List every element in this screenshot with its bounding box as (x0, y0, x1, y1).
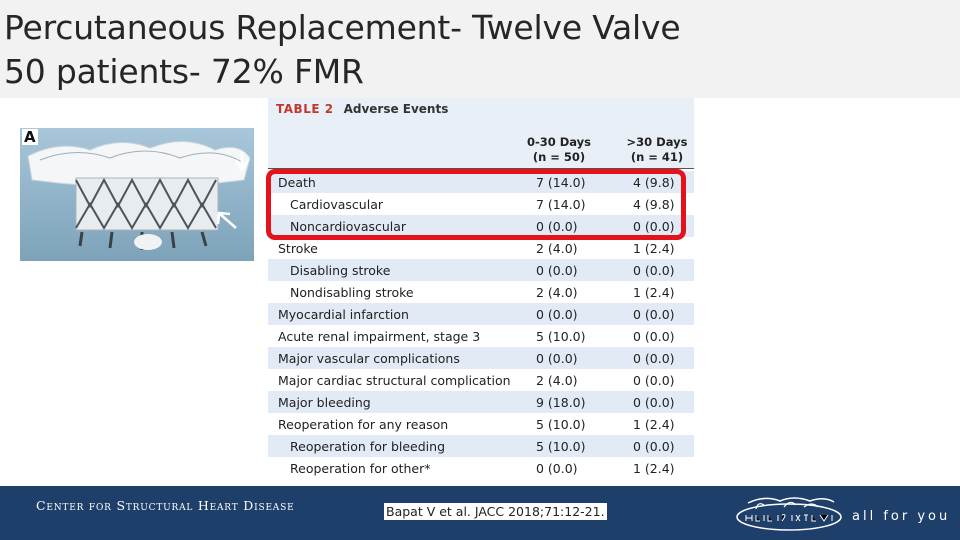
footer-bar: Center for Structural Heart Disease Bapa… (0, 486, 960, 540)
value-0-30-days: 9 (18.0) (536, 395, 586, 410)
valve-illustration (27, 140, 251, 250)
value-0-30-days: 2 (4.0) (536, 373, 578, 388)
value-0-30-days: 0 (0.0) (536, 461, 578, 476)
column-header-text: >30 Days (626, 135, 688, 149)
table-row: Reoperation for other* 0 (0.0) 1 (2.4) (268, 457, 694, 479)
column-header-n: (n = 50) (532, 150, 586, 164)
header-rule (268, 168, 694, 169)
value-over-30-days: 0 (0.0) (633, 307, 675, 322)
row-label: Acute renal impairment, stage 3 (278, 329, 481, 344)
table-row: Acute renal impairment, stage 3 5 (10.0) 0… (268, 325, 694, 347)
value-0-30-days: 0 (0.0) (536, 219, 578, 234)
column-header-n: (n = 41) (630, 150, 684, 164)
value-over-30-days: 1 (2.4) (633, 461, 675, 476)
table-row: Major vascular complications 0 (0.0) 0 (0.… (268, 347, 694, 369)
table-row: Stroke 2 (4.0) 1 (2.4) (268, 237, 694, 259)
value-0-30-days: 5 (10.0) (536, 417, 586, 432)
value-0-30-days: 5 (10.0) (536, 439, 586, 454)
column-header-over-30-days: >30 Days (n = 41) (622, 135, 692, 165)
value-0-30-days: 0 (0.0) (536, 307, 578, 322)
column-header-text: 0-30 Days (526, 135, 592, 149)
table-row: Nondisabling stroke 2 (4.0) 1 (2.4) (268, 281, 694, 303)
value-over-30-days: 0 (0.0) (633, 373, 675, 388)
table-label: TABLE 2 (276, 102, 334, 116)
table-row: Disabling stroke 0 (0.0) 0 (0.0) (268, 259, 694, 281)
table-row: Noncardiovascular 0 (0.0) 0 (0.0) (268, 215, 694, 237)
row-label: Major vascular complications (278, 351, 460, 366)
table-title: Adverse Events (343, 102, 449, 116)
row-label: Stroke (278, 241, 318, 256)
table-row: Major bleeding 9 (18.0) 0 (0.0) (268, 391, 694, 413)
title-band: Percutaneous Replacement- Twelve Valve 5… (0, 0, 960, 98)
table-row: Major cardiac structural complication 2 (… (268, 369, 694, 391)
value-0-30-days: 0 (0.0) (536, 263, 578, 278)
value-0-30-days: 2 (4.0) (536, 241, 578, 256)
row-label: Reoperation for other* (290, 461, 431, 476)
row-label: Nondisabling stroke (290, 285, 414, 300)
table-row: Myocardial infarction 0 (0.0) 0 (0.0) (268, 303, 694, 325)
row-label: Disabling stroke (290, 263, 391, 278)
center-name: Center for Structural Heart Disease (36, 498, 295, 513)
panel-label: A (22, 128, 38, 146)
tagline: all for you (852, 509, 951, 524)
value-over-30-days: 0 (0.0) (633, 439, 675, 454)
valve-device-image: A (20, 128, 254, 261)
henry-ford-logo (736, 497, 842, 531)
value-over-30-days: 1 (2.4) (633, 241, 675, 256)
value-0-30-days: 7 (14.0) (536, 175, 586, 190)
table-row: Death 7 (14.0) 4 (9.8) (268, 171, 694, 193)
value-over-30-days: 0 (0.0) (633, 395, 675, 410)
slide-subtitle: 50 patients- 72% FMR (4, 52, 364, 91)
value-0-30-days: 2 (4.0) (536, 285, 578, 300)
value-over-30-days: 4 (9.8) (633, 175, 675, 190)
row-label: Myocardial infarction (278, 307, 409, 322)
row-label: Major bleeding (278, 395, 371, 410)
value-over-30-days: 0 (0.0) (633, 219, 675, 234)
table-row: Reoperation for any reason 5 (10.0) 1 (2.4… (268, 413, 694, 435)
value-0-30-days: 0 (0.0) (536, 351, 578, 366)
row-label: Reoperation for any reason (278, 417, 449, 432)
value-over-30-days: 0 (0.0) (633, 263, 675, 278)
value-over-30-days: 1 (2.4) (633, 417, 675, 432)
value-over-30-days: 0 (0.0) (633, 351, 675, 366)
column-header-0-30-days: 0-30 Days (n = 50) (524, 135, 594, 165)
value-over-30-days: 0 (0.0) (633, 329, 675, 344)
value-over-30-days: 4 (9.8) (633, 197, 675, 212)
table-header-band (268, 98, 694, 168)
table-row: Cardiovascular 7 (14.0) 4 (9.8) (268, 193, 694, 215)
value-over-30-days: 1 (2.4) (633, 285, 675, 300)
row-label: Noncardiovascular (290, 219, 407, 234)
table-row: Reoperation for bleeding 5 (10.0) 0 (0.0) (268, 435, 694, 457)
adverse-events-table: TABLE 2 Adverse Events 0-30 Days (n = 50)… (268, 98, 694, 486)
row-label: Reoperation for bleeding (290, 439, 446, 454)
value-0-30-days: 7 (14.0) (536, 197, 586, 212)
slide-title: Percutaneous Replacement- Twelve Valve (4, 8, 681, 47)
value-0-30-days: 5 (10.0) (536, 329, 586, 344)
table-caption: TABLE 2 Adverse Events (276, 102, 448, 116)
row-label: Death (278, 175, 316, 190)
citation: Bapat V et al. JACC 2018;71:12-21. (384, 503, 607, 520)
row-label: Major cardiac structural complication (278, 373, 511, 388)
row-label: Cardiovascular (290, 197, 383, 212)
